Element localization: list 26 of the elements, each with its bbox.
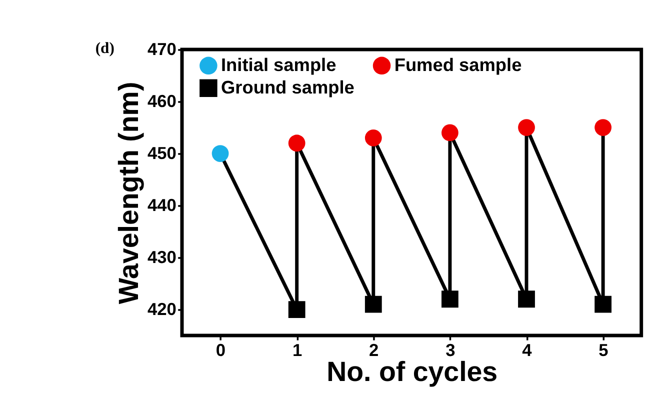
point — [288, 134, 306, 152]
point — [364, 130, 382, 146]
legend-label: Fumed sample — [394, 54, 522, 75]
y-tick-label: 470 — [147, 39, 176, 60]
legend-label: Ground sample — [221, 77, 354, 98]
point — [288, 301, 306, 318]
point — [364, 296, 382, 313]
x-tick-label: 5 — [598, 340, 609, 360]
point — [518, 290, 535, 308]
x-tick-label: 4 — [522, 340, 532, 360]
y-tick-label: 430 — [147, 247, 176, 268]
point — [441, 290, 458, 308]
point — [518, 119, 535, 136]
x-tick-label: 1 — [292, 340, 302, 360]
point — [594, 296, 612, 313]
y-axis-title: Wavelength (nm) — [112, 82, 144, 304]
point — [594, 119, 612, 136]
point — [212, 145, 229, 162]
y-tick-label: 450 — [147, 143, 176, 164]
y-tick-label: 460 — [147, 91, 176, 112]
x-tick-label: 0 — [216, 340, 226, 360]
legend-label: Initial sample — [221, 54, 336, 75]
text: (d) — [95, 40, 114, 57]
y-tick-label: 420 — [147, 299, 176, 320]
point — [441, 124, 458, 142]
y-tick-label: 440 — [147, 195, 176, 216]
